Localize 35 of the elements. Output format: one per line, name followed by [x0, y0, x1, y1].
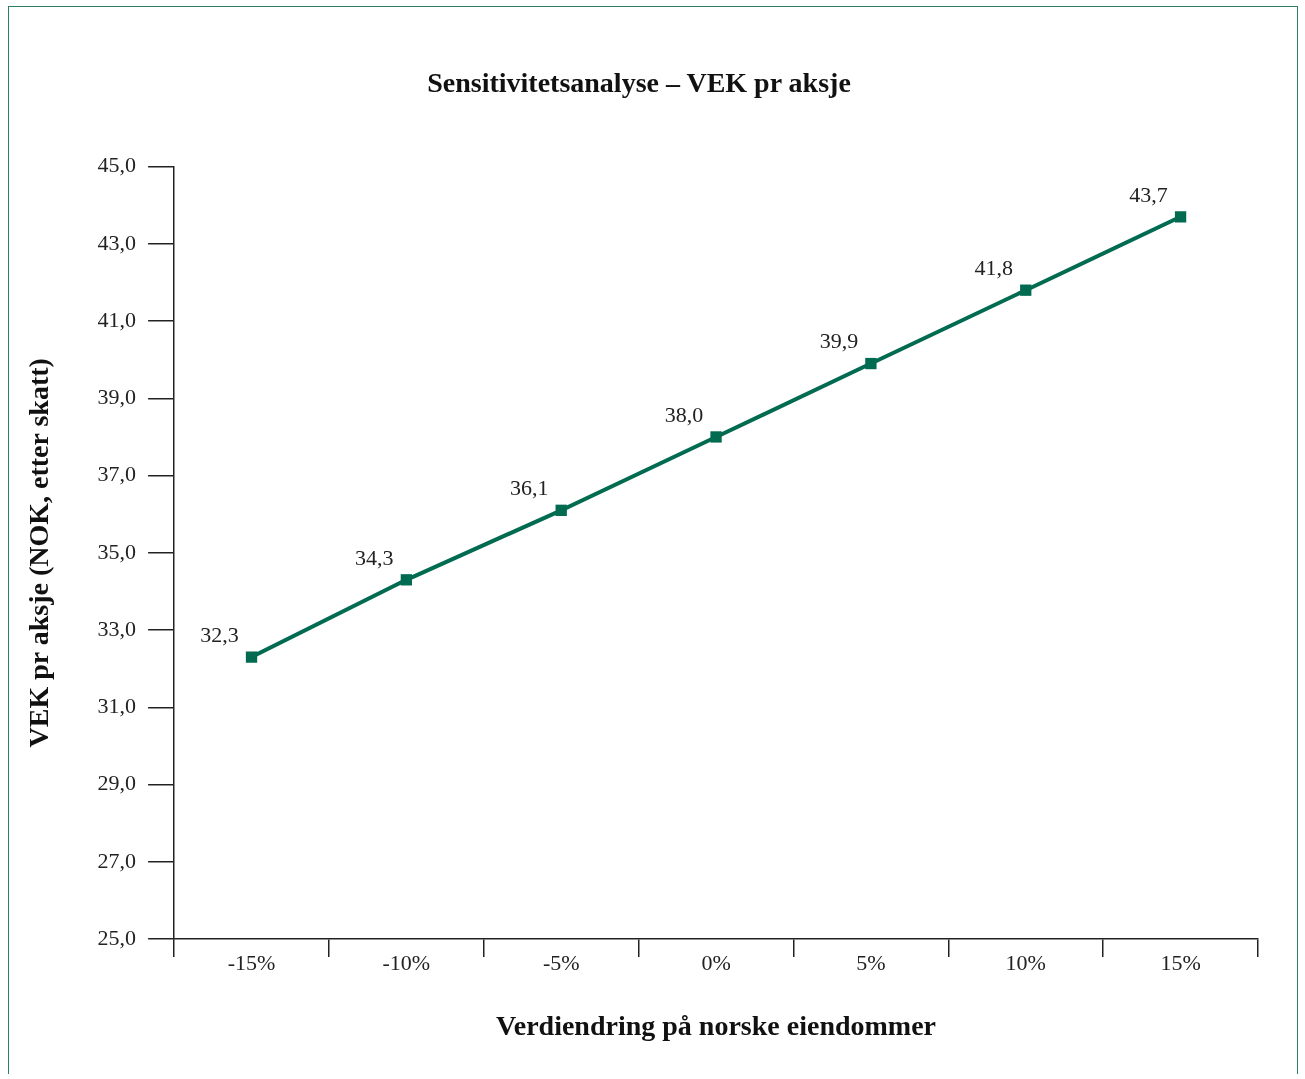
data-label: 41,8: [974, 254, 1013, 280]
y-tick-label: 33,0: [97, 615, 137, 641]
x-tick-label: 5%: [856, 949, 886, 975]
point: [865, 357, 877, 370]
data-label: 36,1: [509, 475, 549, 501]
x-tick-label: -10%: [382, 949, 431, 975]
y-tick-label: 35,0: [97, 538, 137, 564]
y-tick-label: 37,0: [97, 461, 137, 487]
x-tick-label: 15%: [1160, 949, 1201, 975]
y-tick-label: 25,0: [97, 924, 137, 950]
y-tick-label: 45,0: [97, 152, 137, 178]
x-tick-label: -5%: [542, 949, 580, 975]
point: [555, 504, 567, 516]
y-tick-label: 29,0: [97, 770, 137, 796]
point: [1020, 284, 1032, 296]
y-tick-label: 43,0: [97, 229, 137, 255]
data-label: 39,9: [819, 328, 859, 354]
y-axis-title: VEK pr aksje (NOK, etter skatt): [23, 358, 55, 748]
y-tick-label: 39,0: [97, 384, 137, 410]
x-tick-label: -15%: [227, 949, 276, 975]
point: [1174, 211, 1187, 223]
x-tick-label: 10%: [1005, 949, 1046, 975]
data-label: 38,0: [664, 401, 704, 427]
chart-title: Sensitivitetsanalyse – VEK pr aksje: [427, 67, 851, 99]
data-label: 43,7: [1129, 181, 1168, 207]
y-tick-label: 31,0: [97, 693, 137, 719]
point: [710, 431, 722, 443]
point: [245, 651, 258, 663]
x-axis-title: Verdiendring på norske eiendommer: [496, 1010, 937, 1042]
data-label: 34,3: [355, 544, 394, 570]
data-label: 32,3: [200, 621, 239, 647]
y-tick-label: 27,0: [97, 847, 137, 873]
point: [400, 574, 413, 586]
x-tick-label: 0%: [701, 949, 731, 975]
y-tick-label: 41,0: [97, 306, 137, 332]
